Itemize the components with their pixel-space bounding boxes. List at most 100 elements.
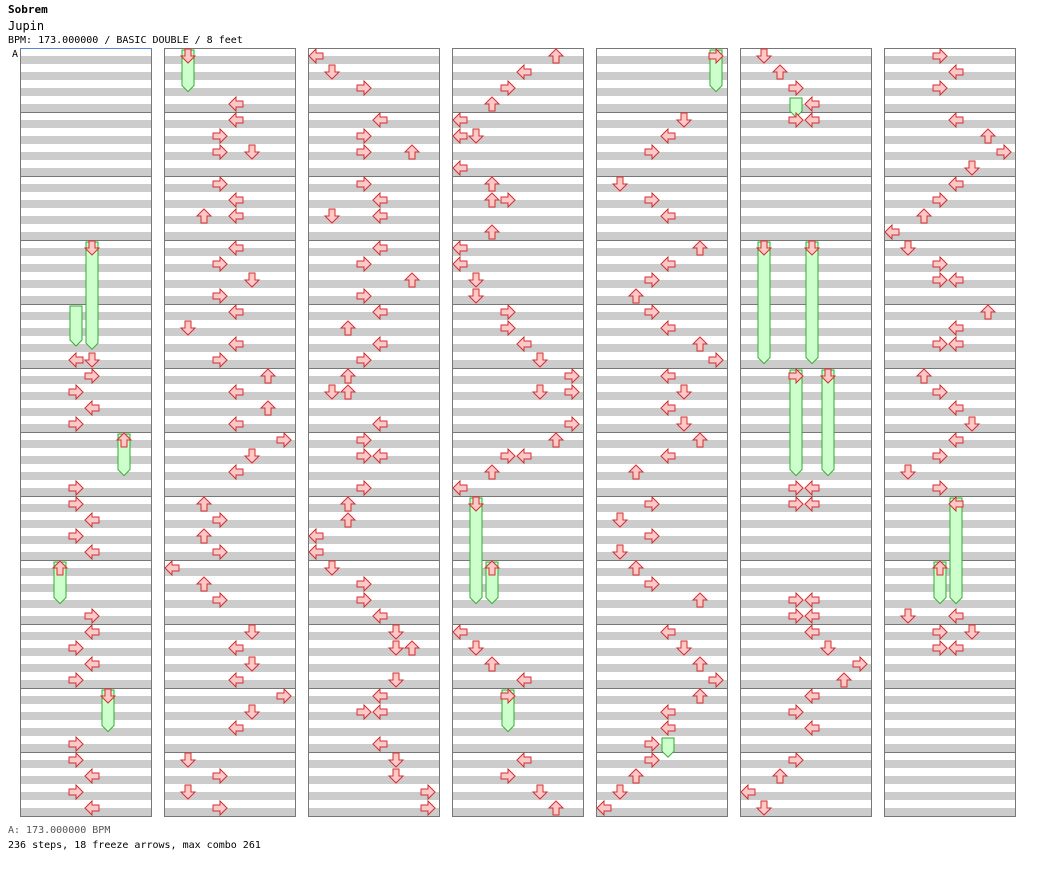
freeze-arrow: [805, 241, 819, 365]
arrow-up-icon: [691, 656, 709, 672]
arrow-down-icon: [467, 640, 485, 656]
bpm-change-label: A: [12, 49, 18, 60]
arrow-down-icon: [755, 800, 773, 816]
arrow-right-icon: [500, 447, 516, 465]
arrow-down-icon: [179, 48, 197, 64]
arrow-up-icon: [691, 592, 709, 608]
arrow-right-icon: [564, 415, 580, 433]
arrow-left-icon: [516, 671, 532, 689]
arrow-left-icon: [596, 799, 612, 817]
arrow-down-icon: [387, 768, 405, 784]
arrow-right-icon: [68, 783, 84, 801]
arrow-down-icon: [963, 160, 981, 176]
arrow-right-icon: [932, 255, 948, 273]
arrow-right-icon: [564, 367, 580, 385]
arrow-down-icon: [99, 688, 117, 704]
arrow-down-icon: [467, 128, 485, 144]
chart-column: [596, 48, 728, 817]
arrow-down-icon: [675, 416, 693, 432]
arrow-down-icon: [611, 544, 629, 560]
arrow-right-icon: [788, 591, 804, 609]
arrow-left-icon: [228, 671, 244, 689]
arrow-right-icon: [644, 191, 660, 209]
arrow-left-icon: [660, 719, 676, 737]
arrow-down-icon: [243, 272, 261, 288]
measure-frame: [308, 752, 440, 817]
arrow-left-icon: [452, 479, 468, 497]
arrow-left-icon: [948, 111, 964, 129]
arrow-up-icon: [259, 400, 277, 416]
arrow-left-icon: [228, 335, 244, 353]
arrow-up-icon: [547, 432, 565, 448]
arrow-right-icon: [420, 783, 436, 801]
arrow-right-icon: [708, 47, 724, 65]
arrow-up-icon: [403, 640, 421, 656]
arrow-left-icon: [372, 191, 388, 209]
arrow-right-icon: [212, 511, 228, 529]
chart-column: [164, 48, 296, 817]
arrow-down-icon: [675, 112, 693, 128]
arrow-left-icon: [372, 207, 388, 225]
measure-frame: [740, 752, 872, 817]
arrow-right-icon: [932, 191, 948, 209]
arrow-down-icon: [387, 640, 405, 656]
arrow-left-icon: [516, 63, 532, 81]
arrow-down-icon: [755, 48, 773, 64]
arrow-left-icon: [84, 623, 100, 641]
arrow-left-icon: [228, 303, 244, 321]
arrow-up-icon: [51, 560, 69, 576]
arrow-left-icon: [804, 95, 820, 113]
arrow-right-icon: [788, 607, 804, 625]
arrow-left-icon: [228, 191, 244, 209]
arrow-up-icon: [483, 224, 501, 240]
arrow-right-icon: [644, 303, 660, 321]
arrow-left-icon: [228, 207, 244, 225]
arrow-left-icon: [804, 111, 820, 129]
freeze-arrow: [85, 241, 99, 350]
arrow-left-icon: [84, 767, 100, 785]
arrow-right-icon: [788, 79, 804, 97]
measure-frame: [596, 752, 728, 817]
arrow-up-icon: [835, 672, 853, 688]
arrow-left-icon: [84, 655, 100, 673]
arrow-right-icon: [276, 431, 292, 449]
arrow-right-icon: [212, 143, 228, 161]
arrow-up-icon: [627, 464, 645, 480]
song-title: Sobrem: [8, 3, 48, 16]
arrow-right-icon: [212, 591, 228, 609]
arrow-right-icon: [500, 687, 516, 705]
arrow-down-icon: [611, 176, 629, 192]
arrow-left-icon: [740, 783, 756, 801]
arrow-left-icon: [516, 335, 532, 353]
arrow-left-icon: [68, 351, 84, 369]
arrow-up-icon: [627, 560, 645, 576]
arrow-left-icon: [228, 111, 244, 129]
arrow-up-icon: [339, 512, 357, 528]
arrow-left-icon: [452, 623, 468, 641]
freeze-arrow: [757, 241, 771, 365]
arrow-left-icon: [804, 591, 820, 609]
freeze-arrow: [661, 737, 675, 758]
arrow-down-icon: [83, 352, 101, 368]
arrow-left-icon: [804, 623, 820, 641]
arrow-right-icon: [212, 543, 228, 561]
arrow-down-icon: [243, 624, 261, 640]
arrow-up-icon: [195, 496, 213, 512]
arrow-right-icon: [356, 447, 372, 465]
arrow-right-icon: [788, 495, 804, 513]
chart-column: [308, 48, 440, 817]
arrow-up-icon: [483, 192, 501, 208]
arrow-left-icon: [228, 639, 244, 657]
arrow-left-icon: [372, 735, 388, 753]
arrow-right-icon: [644, 575, 660, 593]
arrow-up-icon: [771, 768, 789, 784]
arrow-down-icon: [611, 512, 629, 528]
arrow-up-icon: [979, 304, 997, 320]
arrow-right-icon: [212, 287, 228, 305]
arrow-right-icon: [212, 255, 228, 273]
arrow-right-icon: [644, 735, 660, 753]
arrow-right-icon: [68, 479, 84, 497]
arrow-left-icon: [660, 127, 676, 145]
arrow-left-icon: [516, 751, 532, 769]
arrow-right-icon: [276, 687, 292, 705]
